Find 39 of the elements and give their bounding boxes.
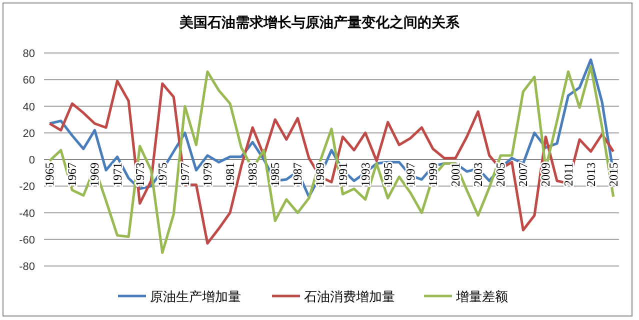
x-tick-label: 2005: [494, 162, 508, 186]
x-tick-label: 2001: [448, 162, 463, 186]
y-tick-label: 40: [22, 101, 35, 114]
x-tick-label: 1985: [268, 162, 282, 186]
y-tick-label: -60: [19, 234, 35, 246]
y-tick-label: -40: [19, 208, 35, 220]
x-tick-label: 1973: [132, 162, 147, 186]
y-tick-label: 0: [28, 154, 35, 166]
x-tick-label: 1965: [42, 162, 57, 186]
x-tick-label: 1997: [403, 162, 418, 186]
x-tick-label: 2015: [606, 162, 620, 186]
x-tick-label: 2009: [538, 162, 553, 186]
y-tick-label: -20: [19, 181, 35, 194]
x-tick-label: 1969: [88, 162, 102, 186]
x-tick-label: 1979: [200, 162, 214, 186]
x-tick-label: 2013: [584, 162, 598, 186]
x-tick-label: 2003: [471, 162, 486, 186]
x-tick-label: 2007: [516, 162, 530, 186]
y-tick-label: 80: [22, 48, 35, 60]
y-tick-label: 60: [22, 74, 35, 87]
legend-label: 增量差额: [455, 289, 508, 304]
x-tick-label: 1989: [313, 162, 328, 186]
x-tick-label: 1999: [426, 162, 440, 186]
x-tick-label: 1987: [290, 162, 305, 186]
x-tick-label: 1981: [223, 162, 238, 186]
x-tick-label: 1967: [65, 162, 80, 186]
x-tick-label: 1991: [336, 162, 350, 186]
x-tick-label: 1975: [155, 162, 170, 186]
legend-label: 石油消费增加量: [304, 289, 395, 304]
title: 美国石油需求增长与原油产量变化之间的关系: [180, 16, 460, 31]
legend-label: 原油生产增加量: [150, 289, 241, 304]
x-tick-label: 2011: [561, 162, 576, 186]
x-tick-label: 1993: [358, 162, 372, 186]
x-tick-label: 1977: [178, 162, 192, 186]
x-tick-label: 1983: [246, 162, 260, 186]
x-tick-label: 1995: [380, 162, 395, 186]
x-tick-label: 1971: [110, 162, 124, 186]
y-tick-label: -80: [19, 261, 35, 273]
y-tick-label: 20: [22, 128, 35, 140]
